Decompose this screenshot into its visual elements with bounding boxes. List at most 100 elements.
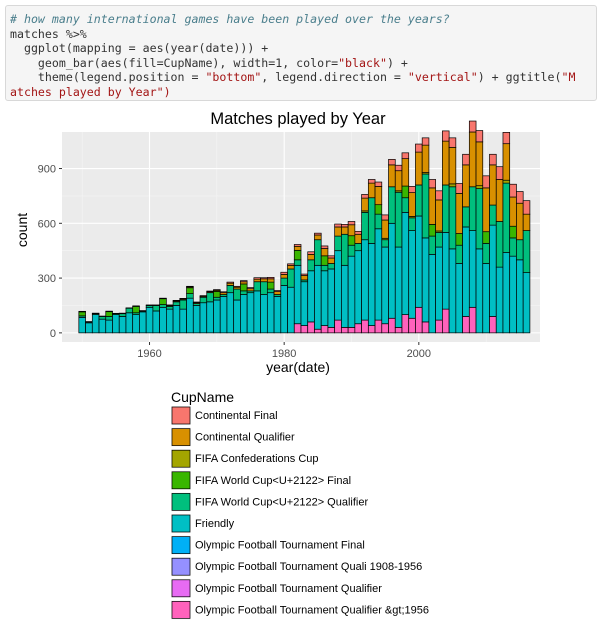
bar-segment bbox=[354, 243, 362, 252]
bar-segment bbox=[300, 273, 309, 276]
bar-segment bbox=[293, 244, 302, 247]
bar-segment bbox=[361, 194, 369, 199]
bar-segment bbox=[394, 246, 403, 328]
code-comment: # how many international games have been… bbox=[10, 12, 450, 26]
bar-segment bbox=[394, 327, 403, 334]
bar-segment bbox=[186, 293, 194, 299]
bar-segment bbox=[327, 327, 336, 334]
bar-segment bbox=[347, 327, 356, 334]
bar-segment bbox=[125, 307, 134, 314]
bar-segment bbox=[408, 217, 416, 231]
legend-title: CupName bbox=[171, 389, 234, 405]
bar-segment bbox=[192, 305, 201, 334]
bar-segment bbox=[233, 288, 241, 301]
bar-segment bbox=[509, 237, 517, 257]
bar-segment bbox=[273, 291, 282, 295]
bars-layer bbox=[78, 120, 531, 334]
bar-segment bbox=[112, 314, 120, 334]
bar-segment bbox=[374, 213, 383, 230]
bar-segment bbox=[266, 278, 275, 283]
bar-segment bbox=[105, 310, 113, 313]
y-axis-title: count bbox=[14, 213, 30, 247]
bar-segment bbox=[320, 270, 329, 326]
bar-segment bbox=[253, 278, 261, 283]
bar-segment bbox=[489, 204, 497, 226]
bar-segment bbox=[442, 232, 450, 310]
bar-segment bbox=[482, 175, 490, 189]
bar-segment bbox=[381, 246, 389, 325]
bar-segment bbox=[199, 302, 208, 334]
bar-segment bbox=[186, 285, 194, 288]
bar-segment bbox=[468, 120, 477, 133]
bar-segment bbox=[448, 248, 457, 334]
bar-segment bbox=[394, 191, 403, 248]
bar-segment bbox=[300, 325, 309, 334]
bar-segment bbox=[442, 184, 450, 233]
bar-segment bbox=[293, 264, 302, 325]
bar-segment bbox=[421, 173, 430, 239]
bar-segment bbox=[361, 319, 369, 334]
bar-segment bbox=[495, 166, 504, 180]
bar-segment bbox=[495, 221, 504, 268]
bar-segment bbox=[475, 188, 484, 250]
code-block: # how many international games have been… bbox=[5, 5, 597, 101]
bar-segment bbox=[240, 283, 248, 292]
bar-segment bbox=[442, 140, 450, 186]
bar-segment bbox=[415, 151, 423, 186]
bar-segment bbox=[415, 143, 423, 153]
bar-segment bbox=[159, 306, 167, 334]
legend-key bbox=[171, 557, 191, 576]
bar-segment bbox=[509, 183, 517, 198]
code-line-4: theme(legend.position = "bottom", legend… bbox=[10, 70, 576, 84]
bar-segment bbox=[502, 143, 511, 181]
bar-segment bbox=[132, 305, 140, 307]
bar-segment bbox=[341, 327, 349, 334]
bar-segment bbox=[522, 213, 531, 231]
bar-segment bbox=[118, 312, 127, 315]
bar-segment bbox=[172, 301, 181, 306]
bar-segment bbox=[219, 295, 228, 334]
bar-segment bbox=[327, 268, 336, 328]
bar-segment bbox=[495, 179, 504, 222]
bar-segment bbox=[522, 230, 531, 273]
bar-segment bbox=[132, 314, 140, 334]
bar-segment bbox=[166, 306, 174, 310]
bar-segment bbox=[475, 130, 484, 143]
bar-segment bbox=[213, 296, 221, 301]
bar-segment bbox=[415, 215, 423, 308]
bar-segment bbox=[179, 299, 187, 310]
legend-key bbox=[171, 406, 191, 425]
legend-label: Continental Final bbox=[195, 410, 278, 422]
bar-segment bbox=[482, 243, 490, 264]
legend-label: FIFA Confederations Cup bbox=[195, 453, 319, 465]
bar-segment bbox=[166, 304, 174, 306]
bar-segment bbox=[394, 170, 403, 192]
code-line-1: matches %>% bbox=[10, 26, 87, 41]
bar-segment bbox=[354, 233, 362, 244]
bar-segment bbox=[260, 277, 268, 280]
bar-segment bbox=[455, 183, 463, 194]
legend-key bbox=[171, 579, 191, 598]
bar-segment bbox=[179, 298, 187, 300]
bar-segment bbox=[455, 193, 463, 234]
bar-segment bbox=[199, 295, 208, 297]
bar-segment bbox=[347, 235, 356, 246]
bar-segment bbox=[482, 231, 490, 244]
bar-segment bbox=[442, 130, 450, 142]
bar-segment bbox=[408, 230, 416, 319]
bar-segment bbox=[91, 314, 100, 334]
bar-segment bbox=[159, 304, 167, 308]
legend-key bbox=[171, 601, 191, 619]
bar-segment bbox=[213, 289, 221, 291]
bar-segment bbox=[341, 233, 349, 266]
bar-segment bbox=[388, 164, 396, 188]
bar-segment bbox=[448, 183, 457, 188]
legend-label: Continental Qualifier bbox=[195, 432, 295, 444]
bar-segment bbox=[98, 316, 107, 320]
bar-segment bbox=[455, 233, 463, 246]
bar-segment bbox=[233, 285, 241, 288]
bar-segment bbox=[273, 290, 282, 292]
bar-segment bbox=[489, 164, 497, 206]
bar-segment bbox=[152, 304, 160, 306]
